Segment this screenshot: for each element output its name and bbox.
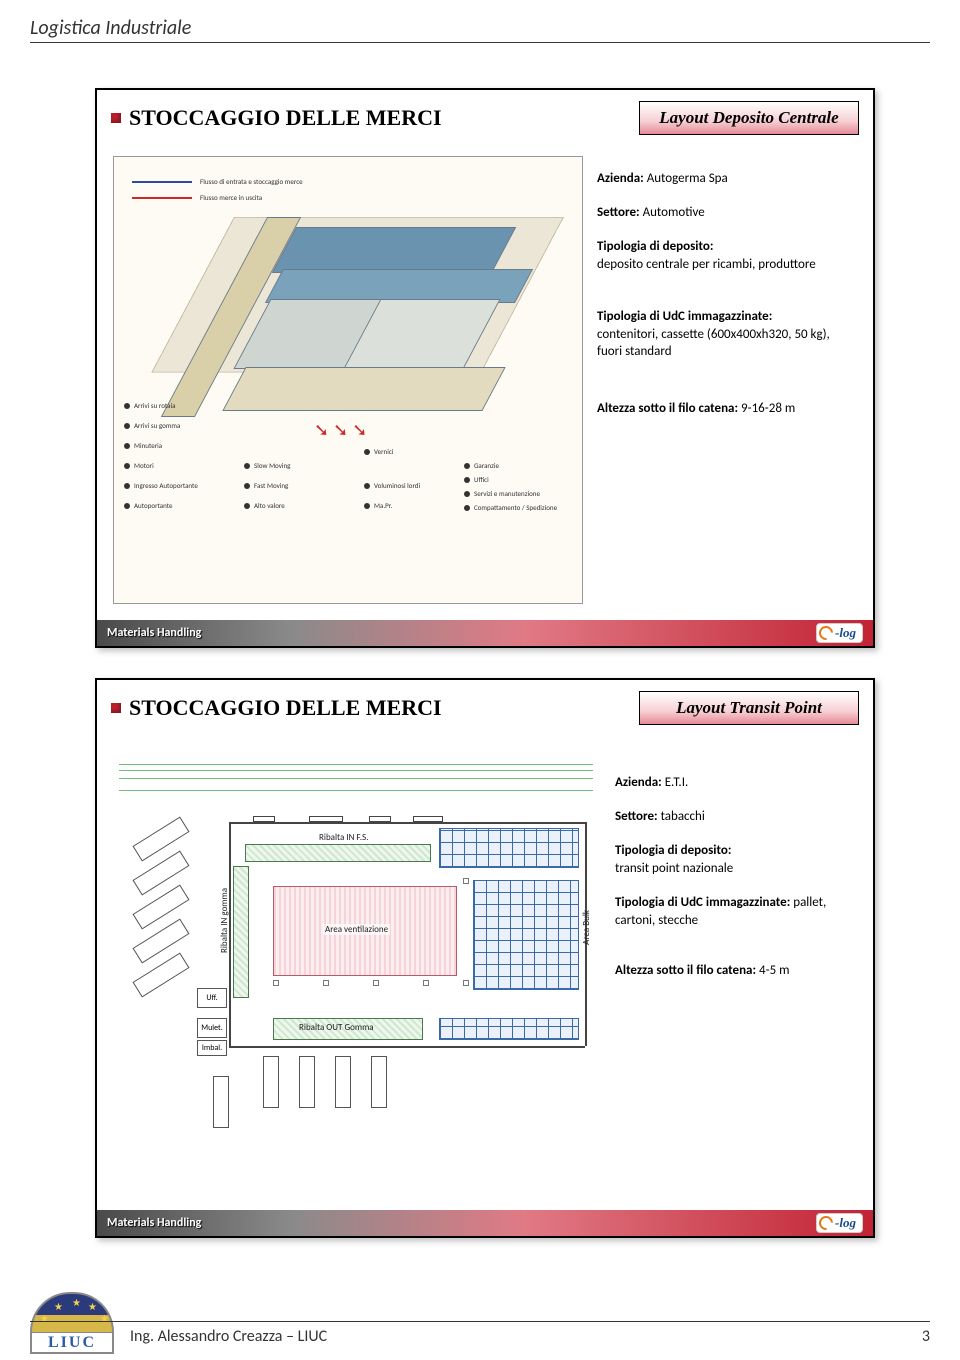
- legend-motori: Motori: [134, 461, 154, 470]
- label-ribalta-out: Ribalta OUT Gomma: [299, 1022, 374, 1033]
- page-number: 3: [922, 1327, 930, 1346]
- slide-2-footer: Materials Handling -log: [97, 1210, 873, 1236]
- transit-point-diagram: Area Bulk Ribalta IN F.S. Ribalta IN gom…: [113, 760, 593, 1158]
- label-ribalta-in-fs: Ribalta IN F.S.: [319, 832, 368, 843]
- page-header: Logistica Industriale: [30, 16, 191, 40]
- s1-tipodep-label: Tipologia di deposito:: [597, 239, 713, 254]
- liuc-logo-text: LIUC: [30, 1332, 114, 1354]
- label-ribalta-in-gomma: Ribalta IN gomma: [219, 888, 230, 953]
- page-author: Ing. Alessandro Creazza – LIUC: [130, 1327, 327, 1346]
- legend-mapr: Ma.Pr.: [374, 501, 392, 510]
- legend-arrivi-gomma: Arrivi su gomma: [134, 421, 180, 430]
- clog-logo: -log: [816, 623, 863, 643]
- s1-settore-label: Settore:: [597, 205, 640, 220]
- s2-settore-label: Settore:: [615, 809, 658, 824]
- legend-vernici: Vernici: [374, 447, 393, 456]
- footer-left-text: Materials Handling: [107, 626, 201, 640]
- legend-garanzie: Garanzie: [474, 461, 499, 470]
- slide-1-title: STOCCAGGIO DELLE MERCI: [129, 105, 442, 131]
- clog-logo: -log: [816, 1213, 863, 1233]
- flow-legend-in: Flusso di entrata e stoccaggio merce: [200, 177, 303, 186]
- s1-alt-label: Altezza sotto il filo catena:: [597, 401, 738, 416]
- legend-uffici: Uffici: [474, 475, 489, 484]
- s2-tipodep-value: transit point nazionale: [615, 861, 733, 876]
- s1-udc-value: contenitori, cassette (600x400xh320, 50 …: [597, 327, 830, 360]
- legend-compattamento: Compattamento / Spedizione: [474, 503, 557, 512]
- legend-voluminosi: Voluminosi lordi: [374, 481, 420, 490]
- legend-servizi: Servizi e manutenzione: [474, 489, 540, 498]
- header-rule: [30, 42, 930, 43]
- s2-azienda-value: E.T.I.: [665, 775, 689, 790]
- s2-udc-label: Tipologia di UdC immagazzinate:: [615, 895, 790, 910]
- legend-ingresso-autoportante: Ingresso Autoportante: [134, 481, 198, 490]
- flow-legend-out: Flusso merce in uscita: [200, 193, 262, 202]
- room-imbal: Imbal.: [197, 1040, 227, 1056]
- s2-settore-value: tabacchi: [661, 809, 705, 824]
- slide-1-header: STOCCAGGIO DELLE MERCI Layout Deposito C…: [97, 90, 873, 146]
- legend-arrivi-rotaia: Arrivi su rotaia: [134, 401, 175, 410]
- s1-azienda-label: Azienda:: [597, 171, 644, 186]
- s1-alt-value: 9-16-28 m: [741, 401, 795, 416]
- slide-1-footer: Materials Handling -log: [97, 620, 873, 646]
- legend-slow: Slow Moving: [254, 461, 290, 470]
- label-area-ventilazione: Area ventilazione: [323, 924, 390, 935]
- warehouse-isometric: Flusso di entrata e stoccaggio merce Flu…: [113, 156, 583, 604]
- bullet-icon: [111, 113, 121, 123]
- legend-minuteria: Minuteria: [134, 441, 162, 450]
- footer-rule: [30, 1321, 930, 1322]
- slide-1-subtitle-box: Layout Deposito Centrale: [639, 101, 859, 135]
- label-area-bulk: Area Bulk: [581, 910, 592, 945]
- s2-alt-value: 4-5 m: [759, 963, 789, 978]
- s1-azienda-value: Autogerma Spa: [647, 171, 728, 186]
- bullet-icon: [111, 703, 121, 713]
- footer-left-text: Materials Handling: [107, 1216, 201, 1230]
- slide-2: STOCCAGGIO DELLE MERCI Layout Transit Po…: [95, 678, 875, 1238]
- slide-2-title: STOCCAGGIO DELLE MERCI: [129, 695, 442, 721]
- legend-fast: Fast Moving: [254, 481, 288, 490]
- s2-alt-label: Altezza sotto il filo catena:: [615, 963, 756, 978]
- room-uff: Uff.: [197, 988, 227, 1008]
- slide-1: STOCCAGGIO DELLE MERCI Layout Deposito C…: [95, 88, 875, 648]
- room-mulet: Mulet.: [197, 1018, 227, 1038]
- s2-tipodep-label: Tipologia di deposito:: [615, 843, 731, 858]
- legend-autoportante: Autoportante: [134, 501, 172, 510]
- legend-alto-valore: Alto valore: [254, 501, 285, 510]
- liuc-logo: ★ ★ ★ ★ ★ LIUC: [30, 1292, 114, 1358]
- s2-azienda-label: Azienda:: [615, 775, 662, 790]
- s1-settore-value: Automotive: [643, 205, 705, 220]
- s1-udc-label: Tipologia di UdC immagazzinate:: [597, 309, 772, 324]
- slide-2-header: STOCCAGGIO DELLE MERCI Layout Transit Po…: [97, 680, 873, 736]
- s1-tipodep-value: deposito centrale per ricambi, produttor…: [597, 257, 816, 272]
- slide-2-subtitle-box: Layout Transit Point: [639, 691, 859, 725]
